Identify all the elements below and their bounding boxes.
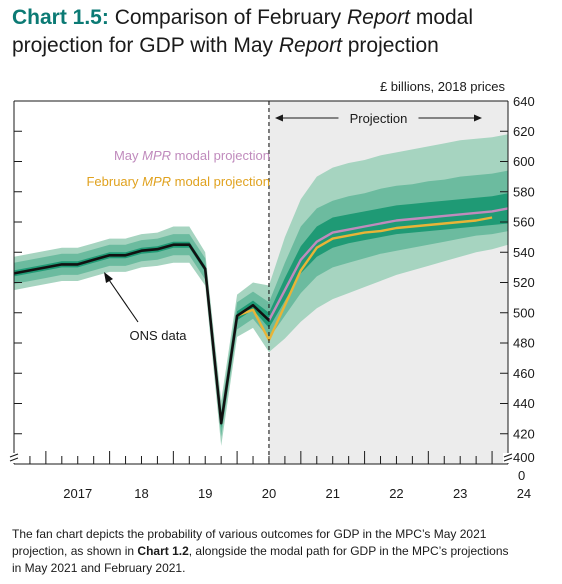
axis-break-mark-left — [9, 453, 19, 462]
y-tick-label-500: 500 — [513, 305, 535, 320]
feb-label-mpr: MPR — [142, 174, 171, 189]
projection-arrowhead-left — [274, 114, 283, 122]
caption: The fan chart depicts the probability of… — [12, 526, 560, 577]
caption-line-3: in May 2021 and February 2021. — [12, 561, 186, 575]
title-part-4: projection — [341, 34, 439, 57]
caption-chart-ref: Chart 1.2 — [137, 544, 189, 558]
unit-label: £ billions, 2018 prices — [380, 79, 506, 94]
fan-band-mid — [14, 170, 508, 437]
x-axis: 2017 18 19 20 21 22 23 24 — [29, 451, 531, 501]
title-part-3: projection for GDP with May — [12, 34, 279, 57]
fan-chart: £ billions, 2018 prices Projection 400 42… — [9, 79, 535, 501]
y-tick-label-460: 460 — [513, 366, 535, 381]
ons-label: ONS data — [129, 328, 187, 343]
ons-pointer-head — [104, 272, 113, 283]
caption-line-2b: , alongside the modal path for GDP in th… — [188, 544, 509, 558]
series-lines — [13, 207, 509, 425]
feb-label-pre: February — [86, 174, 142, 189]
y-tick-label-440: 440 — [513, 396, 535, 411]
y-axis: 400 420 440 460 480 500 520 540 560 580 600 620 640 0 — [14, 94, 535, 483]
axis-break-mark-right — [503, 453, 513, 462]
y-tick-label-600: 600 — [513, 154, 535, 169]
may-series-label: May MPR modal projection — [114, 148, 270, 163]
x-tick-label-2017: 2017 — [63, 486, 92, 501]
x-tick-label-20: 20 — [262, 486, 276, 501]
projection-arrow — [274, 114, 482, 122]
y-tick-label-480: 480 — [513, 336, 535, 351]
title-report-1: Report — [346, 6, 410, 29]
series-line-feb — [236, 216, 493, 342]
title-report-2: Report — [278, 34, 342, 57]
may-label-pre: May — [114, 148, 142, 163]
caption-line-2a: projection, as shown in — [12, 544, 138, 558]
ons-pointer — [106, 276, 139, 323]
y-tick-label-420: 420 — [513, 426, 535, 441]
y-tick-label-540: 540 — [513, 245, 535, 260]
y-tick-label-zero: 0 — [518, 468, 525, 483]
series-line-ons — [13, 243, 270, 425]
x-tick-label-18: 18 — [134, 486, 148, 501]
x-tick-label-24: 24 — [517, 486, 531, 501]
title-part-1: Comparison of February — [108, 6, 347, 29]
x-tick-label-23: 23 — [453, 486, 467, 501]
y-tick-label-400: 400 — [513, 450, 535, 465]
may-label-mpr: MPR — [142, 148, 171, 163]
feb-label-post: modal projection — [171, 174, 270, 189]
x-tick-label-19: 19 — [198, 486, 212, 501]
axis-break-gap-right — [503, 453, 513, 463]
axis-break-gap-left — [9, 453, 19, 463]
projection-label: Projection — [350, 111, 408, 126]
y-tick-label-560: 560 — [513, 215, 535, 230]
title-part-2: modal — [410, 6, 474, 29]
y-tick-label-620: 620 — [513, 124, 535, 139]
x-tick-label-21: 21 — [325, 486, 339, 501]
feb-series-label: February MPR modal projection — [86, 174, 270, 189]
series-line-may — [267, 207, 509, 321]
may-label-post: modal projection — [171, 148, 270, 163]
y-tick-label-640: 640 — [513, 94, 535, 109]
caption-line-1: The fan chart depicts the probability of… — [12, 527, 487, 541]
projection-arrowhead-right — [474, 114, 482, 122]
ons-annotation: ONS data — [104, 272, 187, 343]
x-tick-label-22: 22 — [389, 486, 403, 501]
chart-number: Chart 1.5: — [12, 6, 109, 29]
chart-title: Chart 1.5: Comparison of February Report… — [12, 4, 557, 60]
y-tick-label-520: 520 — [513, 275, 535, 290]
y-tick-label-580: 580 — [513, 184, 535, 199]
